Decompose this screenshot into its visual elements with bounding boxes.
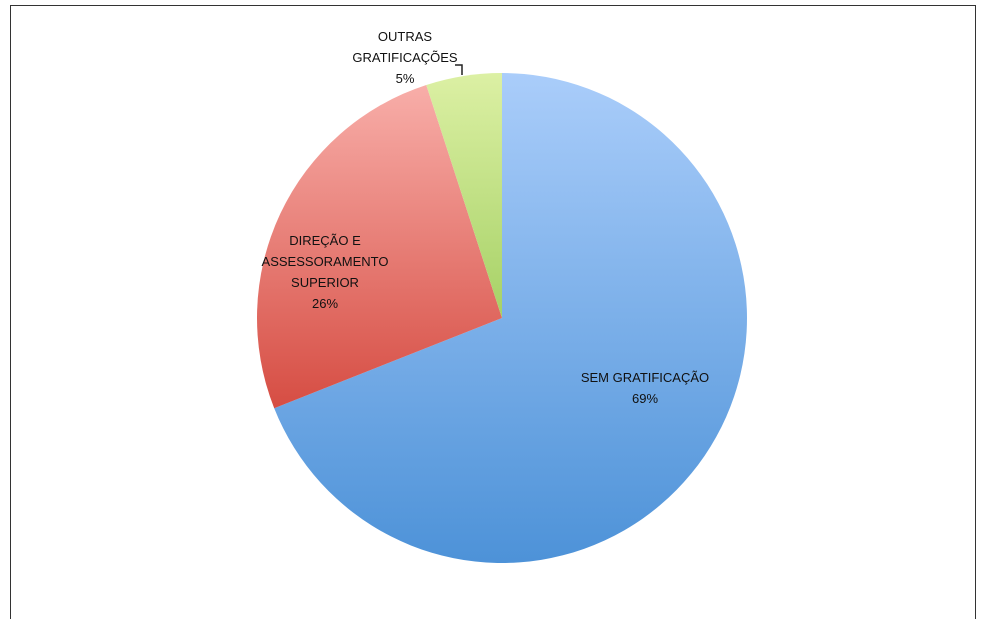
slice-label: DIREÇÃO E ASSESSORAMENTO SUPERIOR 26% <box>255 230 395 314</box>
value-label: 5% <box>395 71 415 86</box>
pie-slice <box>257 84 502 409</box>
category-label: SEM GRATIFICAÇÃO <box>580 370 710 385</box>
pie-slice <box>426 73 502 318</box>
category-label: DIREÇÃO E ASSESSORAMENTO SUPERIOR <box>261 233 389 290</box>
pie-slice <box>274 73 747 564</box>
slice-label: OUTRAS GRATIFICAÇÕES 5% <box>350 26 460 89</box>
value-label: 69% <box>631 391 659 406</box>
category-label: OUTRAS GRATIFICAÇÕES <box>352 29 458 65</box>
leader-line <box>455 64 463 75</box>
value-label: 26% <box>311 296 339 311</box>
slice-label: SEM GRATIFICAÇÃO 69% <box>545 367 745 409</box>
